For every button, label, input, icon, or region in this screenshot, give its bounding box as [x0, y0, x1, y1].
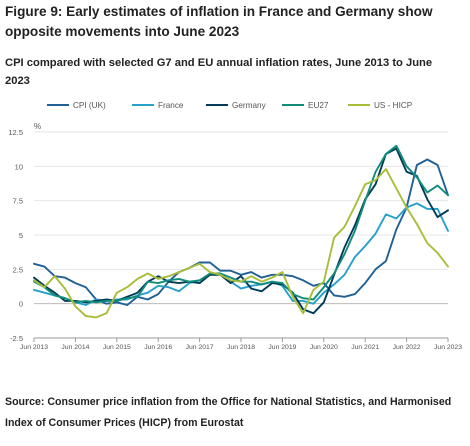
series-line	[33, 147, 449, 315]
legend-item: France	[132, 101, 184, 110]
legend-item: Germany	[206, 101, 267, 110]
x-tick-label: Jun 2020	[310, 344, 338, 351]
x-tick-label: Jun 2014	[61, 344, 89, 351]
legend-label: CPI (UK)	[73, 101, 106, 110]
x-tick-label: Jun 2019	[268, 344, 296, 351]
legend-label: Germany	[232, 101, 267, 110]
y-axis-unit-label: %	[34, 122, 41, 131]
y-tick-label: 10	[15, 162, 23, 171]
y-tick-label: 7.5	[13, 197, 23, 206]
chart-legend: CPI (UK) France Germany EU27 US - HICP	[47, 101, 413, 110]
y-tick-label: -2.5	[10, 334, 23, 343]
series-line	[33, 202, 449, 306]
legend-label: France	[158, 101, 184, 110]
series-lines	[33, 144, 449, 319]
legend-item: CPI (UK)	[47, 101, 106, 110]
x-tick-label: Jun 2016	[144, 344, 172, 351]
x-tick-label: Jun 2017	[186, 344, 214, 351]
x-tick-label: Jun 2013	[20, 344, 48, 351]
x-tick-label: Jun 2015	[103, 344, 131, 351]
x-tick-label: Jun 2021	[351, 344, 379, 351]
y-axis-ticks: -2.5 0 2.5 5 7.5 10 12.5	[8, 128, 23, 343]
source-note: Source: Consumer price inflation from th…	[5, 396, 452, 429]
x-tick-label: Jun 2023	[434, 344, 462, 351]
legend-label: US - HICP	[374, 101, 413, 110]
legend-item: EU27	[282, 101, 329, 110]
chart-subtitle: CPI compared with selected G7 and EU ann…	[5, 57, 433, 87]
legend-label: EU27	[308, 101, 329, 110]
legend-item: US - HICP	[348, 101, 413, 110]
grid-lines	[34, 131, 448, 339]
line-chart: CPI (UK) France Germany EU27 US - HICP -2.5 0…	[8, 101, 462, 351]
x-axis: Jun 2013 Jun 2014 Jun 2015 Jun 2016 Jun 2017…	[20, 337, 462, 351]
series-line	[33, 158, 449, 306]
figure-title: Figure 9: Early estimates of inflation i…	[5, 4, 433, 39]
y-tick-label: 2.5	[13, 265, 23, 274]
x-tick-label: Jun 2018	[227, 344, 255, 351]
y-tick-label: 0	[19, 300, 23, 309]
series-line	[33, 168, 449, 319]
y-tick-label: 12.5	[8, 128, 23, 137]
y-tick-label: 5	[19, 231, 23, 240]
x-tick-label: Jun 2022	[393, 344, 421, 351]
